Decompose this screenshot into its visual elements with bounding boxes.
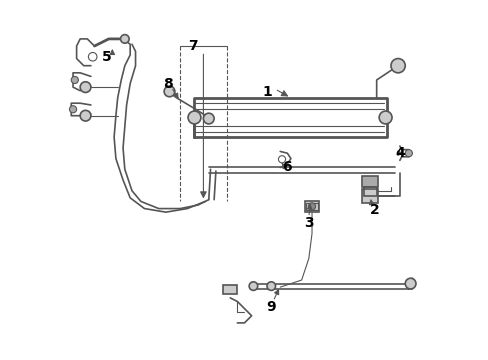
Bar	[305, 203, 317, 210]
Circle shape	[405, 278, 415, 289]
Circle shape	[80, 82, 91, 93]
Circle shape	[390, 59, 405, 73]
Bar	[223, 285, 237, 294]
Circle shape	[69, 106, 77, 113]
Circle shape	[248, 282, 257, 291]
Circle shape	[121, 35, 129, 43]
Text: 4: 4	[394, 146, 404, 160]
Circle shape	[266, 282, 275, 291]
Circle shape	[203, 113, 214, 124]
Bar	[362, 189, 378, 203]
Text: 8: 8	[163, 77, 172, 91]
Circle shape	[378, 111, 391, 124]
Circle shape	[80, 111, 91, 121]
Circle shape	[188, 111, 201, 124]
Bar	[362, 176, 378, 187]
Text: 9: 9	[266, 300, 276, 314]
Circle shape	[308, 203, 315, 210]
Bar	[364, 187, 376, 196]
Text: 6: 6	[282, 161, 292, 175]
Text: 3: 3	[304, 216, 313, 230]
Circle shape	[164, 86, 175, 97]
Circle shape	[405, 150, 411, 157]
Text: 5: 5	[102, 50, 112, 64]
Bar	[305, 201, 318, 212]
Circle shape	[71, 76, 78, 84]
Text: 2: 2	[369, 203, 379, 217]
Text: 7: 7	[187, 39, 197, 53]
Text: 1: 1	[263, 85, 272, 99]
